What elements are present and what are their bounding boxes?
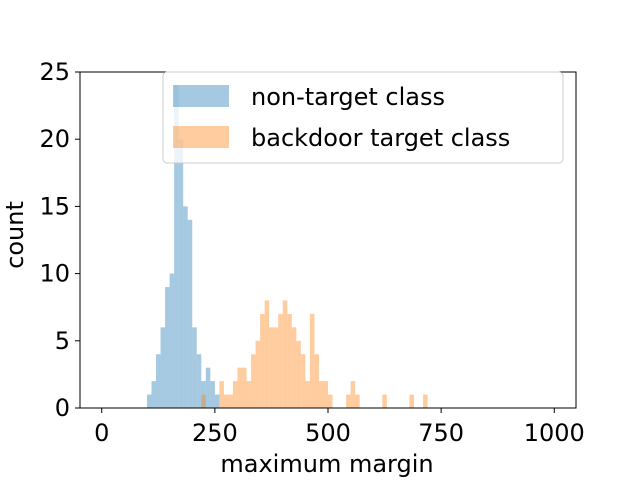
y-tick-label: 25	[39, 58, 70, 86]
bar-backdoor-target-28	[355, 394, 360, 408]
bar-backdoor-target-5	[237, 367, 243, 408]
bar-backdoor-target-9	[255, 340, 261, 408]
bar-non-target-2	[156, 354, 161, 408]
bar-backdoor-target-27	[350, 381, 356, 408]
bar-backdoor-target-24	[323, 381, 328, 408]
x-tick-label: 750	[418, 419, 464, 447]
bar-backdoor-target-31	[423, 394, 428, 408]
bar-non-target-4	[165, 287, 170, 408]
bar-non-target-6	[174, 85, 179, 408]
bar-backdoor-target-16	[287, 313, 292, 408]
bar-backdoor-target-3	[228, 394, 233, 408]
legend-box	[162, 71, 564, 164]
bar-backdoor-target-20	[305, 381, 310, 408]
bar-non-target-8	[183, 206, 188, 408]
bar-backdoor-target-0	[201, 394, 206, 408]
bar-non-target-3	[160, 327, 166, 408]
legend-swatch-backdoor-target	[173, 126, 229, 148]
bar-backdoor-target-17	[291, 327, 297, 408]
bar-backdoor-target-7	[246, 381, 252, 408]
bar-non-target-1	[151, 381, 157, 408]
bar-backdoor-target-26	[346, 394, 351, 408]
bar-backdoor-target-14	[278, 313, 283, 408]
bar-backdoor-target-4	[232, 381, 238, 408]
bar-non-target-0	[146, 394, 152, 408]
bar-backdoor-target-21	[309, 313, 315, 408]
bar-non-target-10	[192, 327, 197, 408]
bar-backdoor-target-11	[264, 300, 270, 408]
legend-label-backdoor-target: backdoor target class	[251, 124, 510, 152]
bar-non-target-13	[205, 367, 211, 408]
x-tick-label: 1000	[524, 419, 585, 447]
bar-backdoor-target-12	[269, 327, 274, 408]
bar-backdoor-target-6	[242, 367, 247, 408]
y-tick-label: 5	[55, 327, 70, 355]
x-axis-label: maximum margin	[220, 450, 433, 478]
y-tick-label: 10	[39, 260, 70, 288]
x-tick-label: 250	[192, 419, 238, 447]
bar-backdoor-target-25	[328, 394, 333, 408]
x-tick-label: 0	[94, 419, 109, 447]
bar-non-target-12	[201, 381, 206, 408]
axes-layer: 0 250 500 750 1000 0 5 10 15 20 25	[39, 58, 584, 447]
bar-non-target-14	[210, 381, 215, 408]
bar-backdoor-target-15	[282, 300, 288, 408]
bar-backdoor-target-23	[318, 381, 324, 408]
y-tick-label: 20	[39, 125, 70, 153]
bar-backdoor-target-1	[219, 381, 224, 408]
bar-backdoor-target-29	[382, 394, 387, 408]
bar-backdoor-target-22	[314, 354, 319, 408]
y-tick-label: 15	[39, 192, 70, 220]
bar-backdoor-target-2	[223, 394, 229, 408]
legend-swatch-non-target	[173, 85, 229, 107]
bar-non-target-7	[178, 139, 184, 408]
bar-non-target-9	[187, 219, 193, 408]
y-axis-label: count	[1, 201, 29, 269]
bar-backdoor-target-8	[251, 354, 256, 408]
x-tick-label: 500	[305, 419, 351, 447]
bar-backdoor-target-13	[273, 327, 279, 408]
bar-non-target-15	[214, 394, 220, 408]
bar-backdoor-target-19	[300, 354, 306, 408]
y-tick-label: 0	[55, 394, 70, 422]
bars-layer	[146, 85, 428, 408]
bar-backdoor-target-30	[409, 394, 414, 408]
bar-backdoor-target-10	[260, 313, 265, 408]
legend: non-target class backdoor target class	[162, 71, 564, 164]
legend-label-non-target: non-target class	[251, 83, 445, 111]
bar-non-target-5	[169, 273, 175, 408]
bar-backdoor-target-18	[296, 340, 301, 408]
bar-non-target-11	[196, 354, 202, 408]
